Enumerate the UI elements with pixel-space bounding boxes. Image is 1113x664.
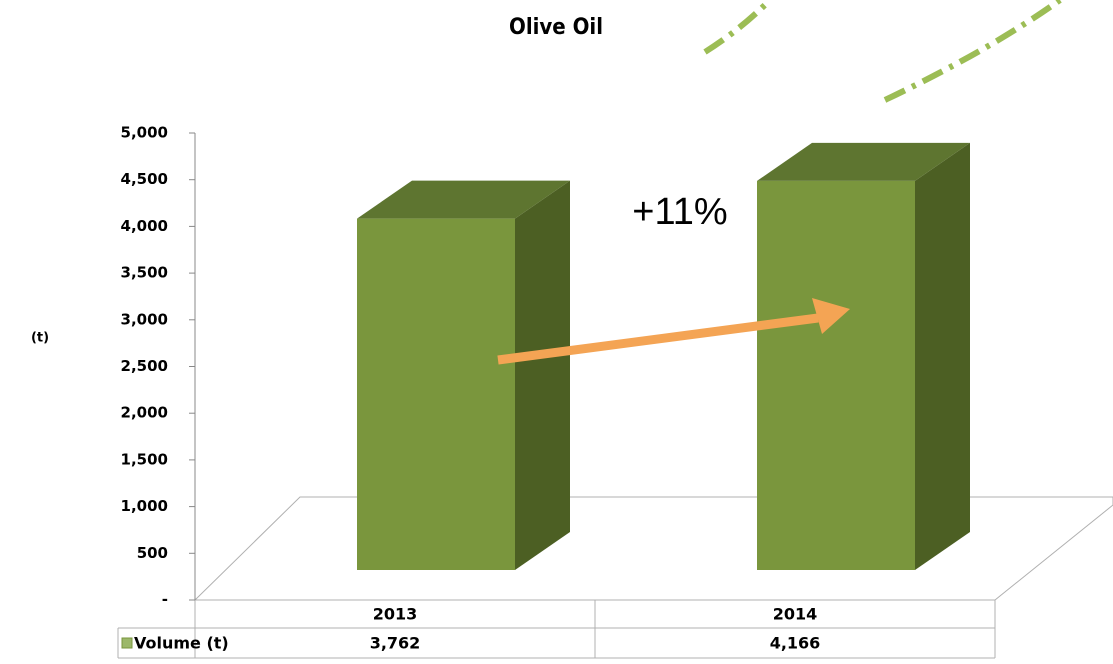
decorative-line — [883, 0, 1062, 103]
y-tick-label: 500 — [137, 544, 168, 562]
y-tick-label: 3,500 — [121, 264, 168, 282]
trend-arrow — [497, 298, 850, 365]
y-tick-label: 2,000 — [121, 404, 168, 422]
y-tick-label: - — [162, 591, 168, 609]
legend-swatch — [121, 637, 133, 649]
bar — [357, 218, 515, 570]
floor — [193, 496, 1113, 601]
annotation: +11% — [632, 191, 727, 233]
chart-title: Olive Oil — [509, 15, 603, 40]
data-table — [117, 600, 996, 659]
y-tick-label: 5,000 — [121, 124, 168, 142]
bar-top — [357, 180, 570, 219]
y-tick-label: 4,000 — [121, 217, 168, 235]
legend-label: Volume (t) — [134, 634, 229, 653]
decorative-line — [703, 0, 773, 55]
y-tick-label: 4,500 — [121, 170, 168, 188]
arrow-shaft — [497, 313, 819, 365]
x-tick-label: 2013 — [373, 605, 418, 624]
y-tick-label: 3,000 — [121, 310, 168, 328]
bar-side — [915, 142, 970, 570]
bar-side — [515, 180, 570, 570]
data-label: 3,762 — [370, 634, 421, 653]
data-label: 4,166 — [770, 634, 821, 653]
bars — [357, 142, 970, 570]
x-tick-label: 2014 — [773, 605, 818, 624]
arrow-head — [812, 298, 850, 334]
bar-top — [757, 142, 970, 181]
bar — [757, 180, 915, 570]
decoration — [703, 0, 1062, 103]
y-tick-label: 2,500 — [121, 357, 168, 375]
y-tick-label: 1,000 — [121, 497, 168, 515]
y-tick-label: 1,500 — [121, 450, 168, 468]
y-axis-label: (t) — [31, 331, 49, 346]
